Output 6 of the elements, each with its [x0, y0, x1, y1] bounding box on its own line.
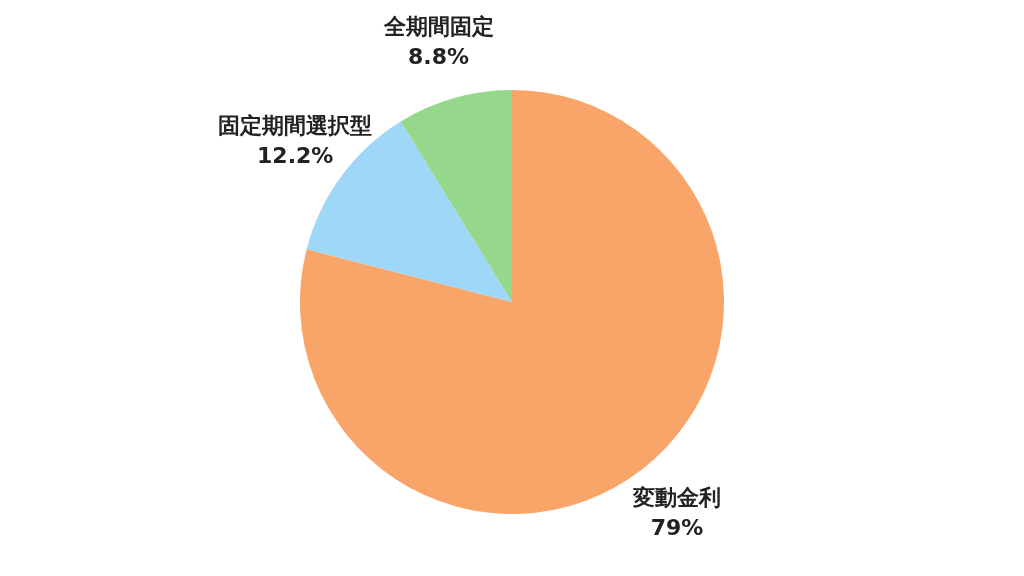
slice-label: 全期間固定	[382, 13, 494, 39]
data-label: 79%	[650, 515, 704, 541]
data-label: 8.8%	[408, 43, 470, 69]
slice-label: 変動金利	[632, 485, 722, 511]
slice-label: 固定期間選択型	[218, 113, 373, 139]
data-label: 12.2%	[257, 143, 334, 169]
